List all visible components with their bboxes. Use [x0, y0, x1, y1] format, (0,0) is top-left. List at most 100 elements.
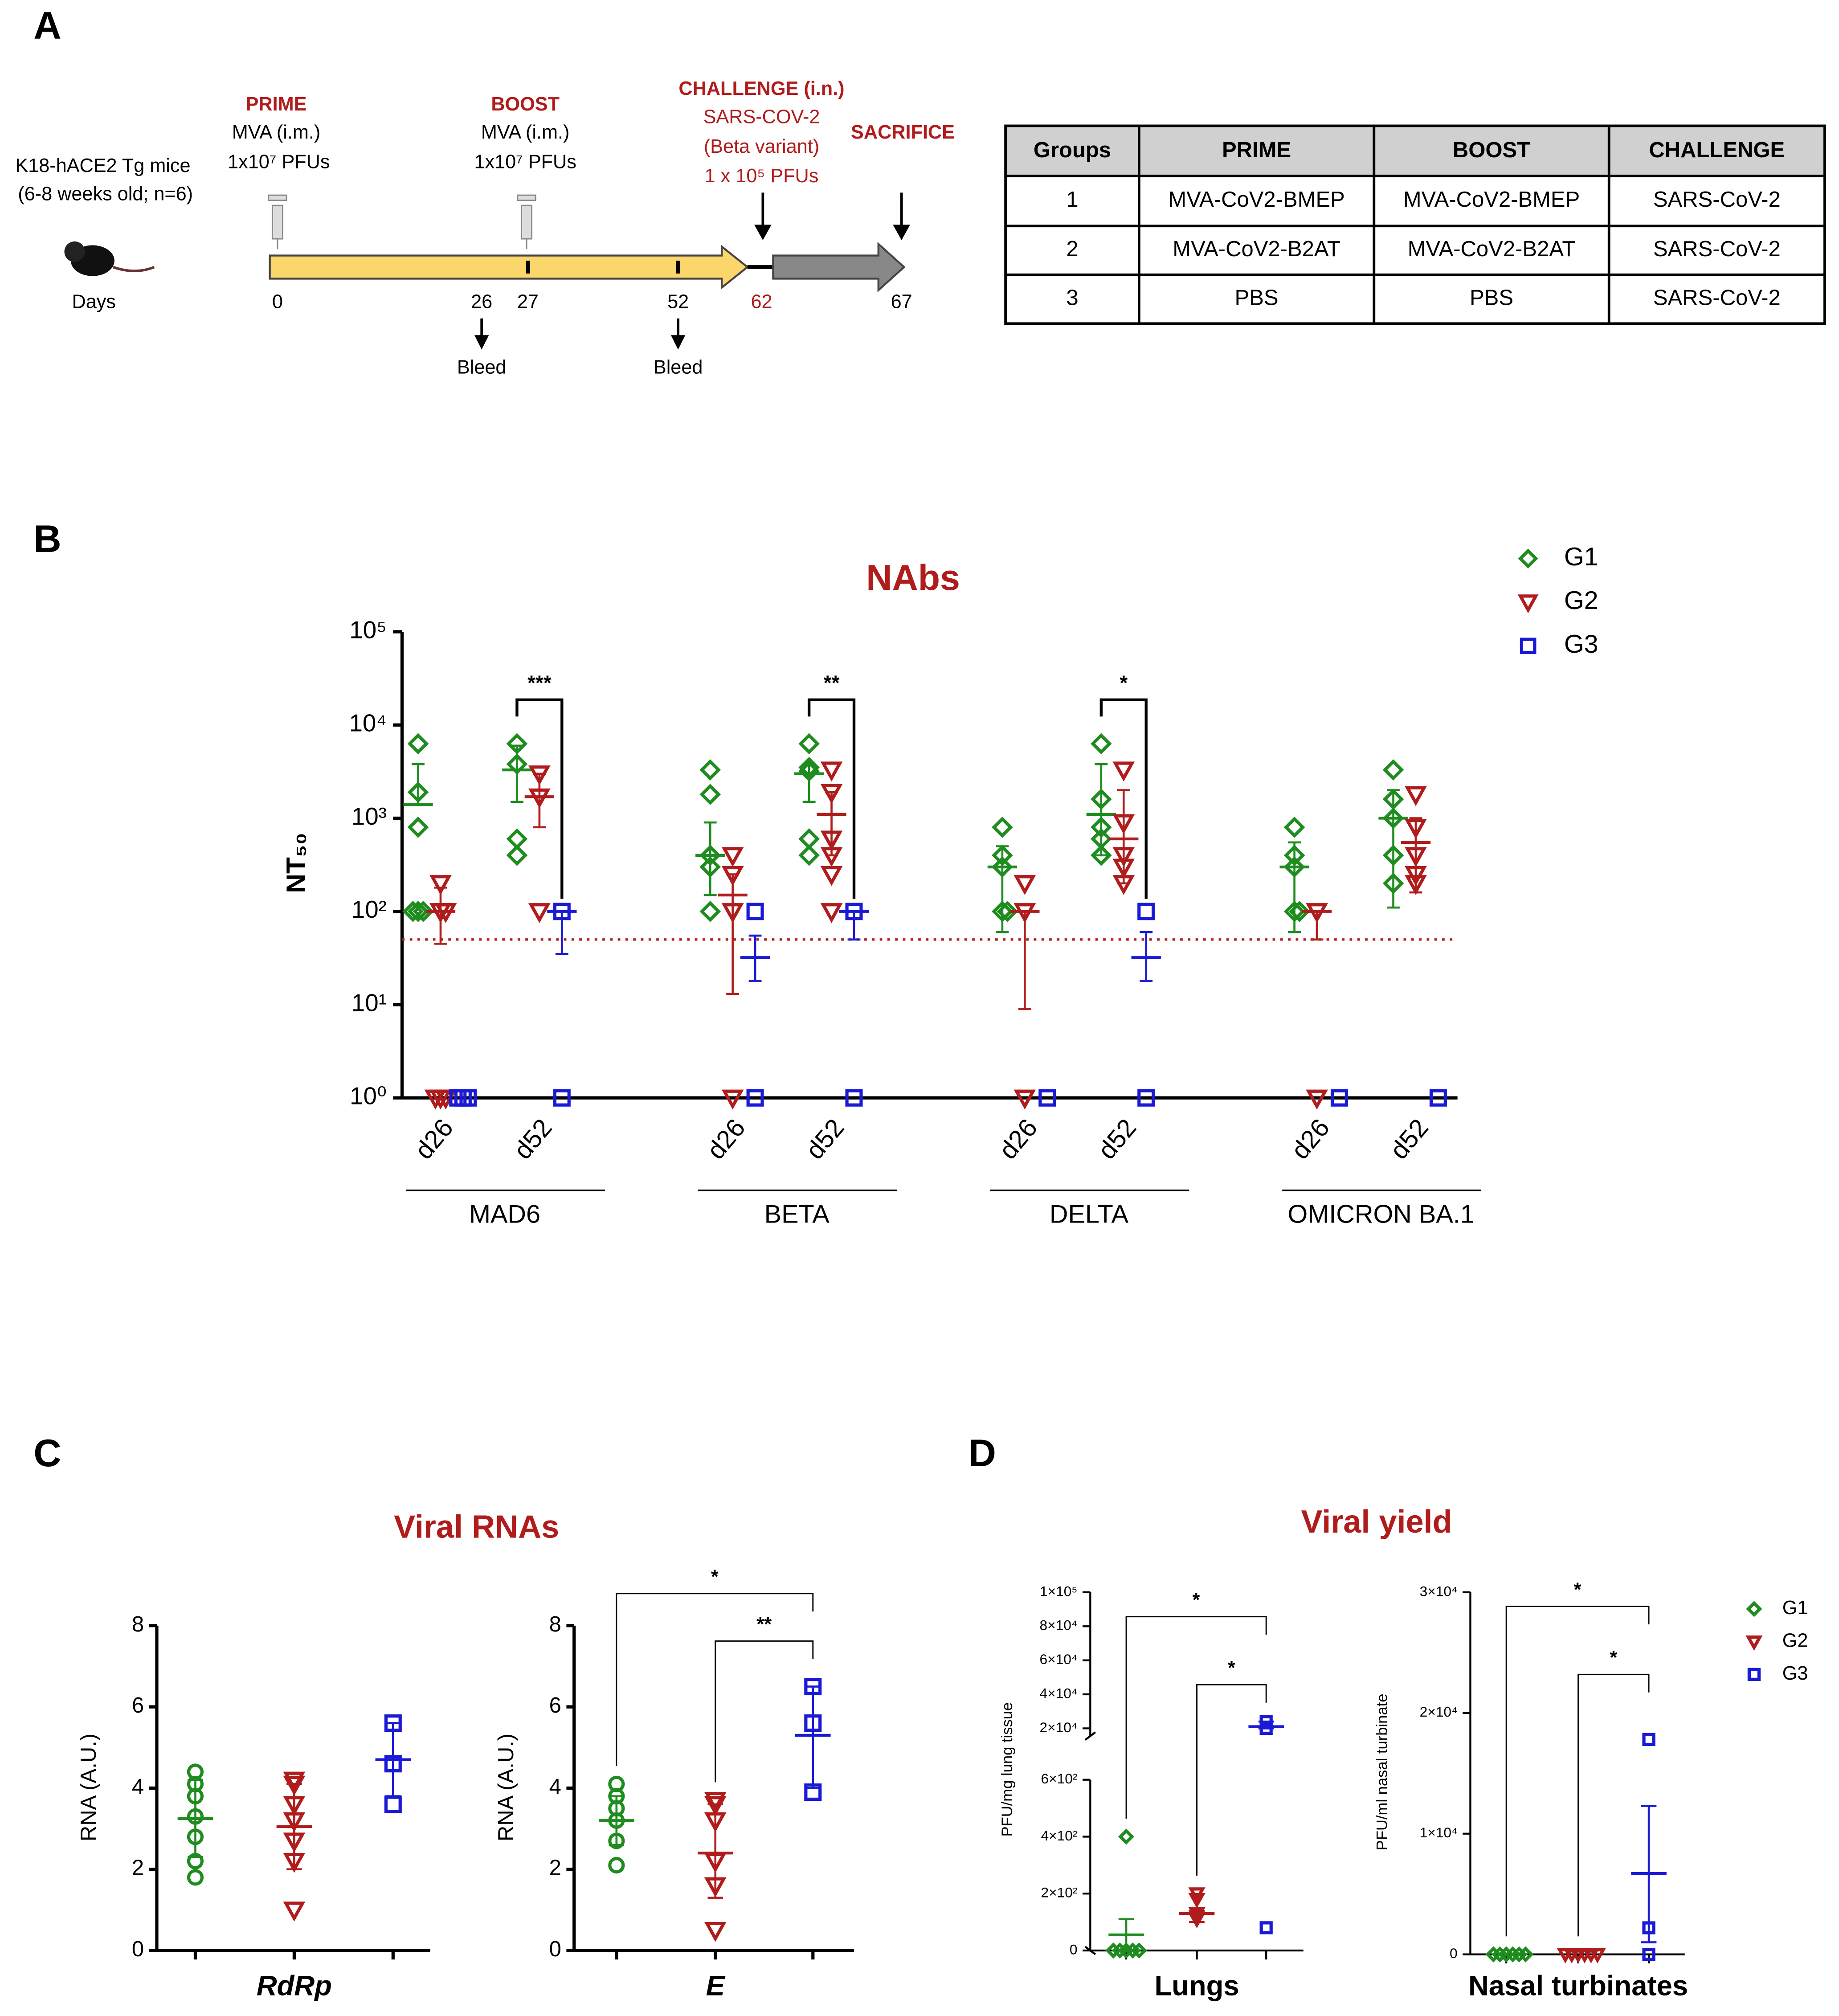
- sacrifice-title: SACRIFICE: [851, 122, 955, 143]
- y-tick-label: 6×10²: [1041, 1771, 1078, 1787]
- point: [1517, 1946, 1534, 1963]
- axis-break: [1084, 1731, 1096, 1741]
- group-label: DELTA: [1050, 1200, 1129, 1229]
- point: [699, 900, 721, 922]
- table-cell: 3: [1066, 286, 1078, 310]
- point: [1589, 1948, 1606, 1964]
- panel-label: C: [33, 1432, 61, 1475]
- point: [721, 1089, 744, 1110]
- point: [283, 1771, 306, 1792]
- point: [429, 875, 452, 895]
- y-tick-label: 4: [549, 1775, 561, 1799]
- point: [1642, 1733, 1655, 1746]
- y-tick-label: 2×10⁴: [1420, 1704, 1458, 1720]
- point: [1745, 1635, 1763, 1651]
- significance-label: *: [1120, 671, 1128, 694]
- point: [1485, 1946, 1502, 1963]
- point: [820, 761, 843, 782]
- significance-label: *: [1574, 1579, 1582, 1600]
- table-cell: MVA-CoV2-B2AT: [1408, 237, 1576, 261]
- point: [407, 816, 429, 838]
- legend-label: G1: [1782, 1597, 1808, 1619]
- timeline-arrow: [269, 244, 749, 290]
- day-label: 52: [667, 291, 689, 313]
- point: [283, 1902, 306, 1922]
- panel-label: B: [33, 518, 61, 560]
- x-axis-label: Lungs: [1154, 1970, 1239, 2001]
- y-tick-label: 8: [132, 1612, 144, 1636]
- syringe-icon: [268, 194, 536, 249]
- y-tick-label: 4×10²: [1041, 1828, 1078, 1844]
- legend-label: G1: [1564, 543, 1598, 571]
- point: [1137, 1089, 1155, 1107]
- point: [1747, 1668, 1761, 1681]
- x-tick-label: d26: [993, 1114, 1043, 1165]
- point: [1382, 759, 1404, 781]
- point: [449, 1089, 467, 1107]
- significance-label: **: [756, 1614, 772, 1635]
- x-axis-label: RdRp: [257, 1970, 332, 2001]
- y-axis-label: PFU/ml nasal turbinate: [1374, 1694, 1391, 1851]
- y-tick-label: 10¹: [351, 989, 387, 1016]
- point: [1013, 875, 1036, 895]
- x-tick-label: d26: [702, 1114, 751, 1165]
- y-axis-label: RNA (A.U.): [77, 1734, 101, 1841]
- y-tick-label: 2: [549, 1856, 561, 1880]
- bleed-label: Bleed: [457, 357, 507, 378]
- mouse-icon: [64, 241, 155, 276]
- y-axis-label: NT₅₀: [281, 833, 311, 893]
- mouse-text: (6-8 weeks old; n=6): [18, 184, 193, 205]
- x-tick-label: d26: [409, 1114, 459, 1165]
- prime-text: MVA (i.m.): [232, 122, 320, 143]
- point: [402, 900, 424, 922]
- point: [187, 1869, 204, 1886]
- table-cell: PBS: [1470, 286, 1513, 310]
- arrows: [474, 192, 910, 350]
- table-cell: SARS-CoV-2: [1653, 188, 1781, 212]
- point: [820, 903, 843, 923]
- y-tick-label: 1×10⁵: [1040, 1583, 1078, 1599]
- point: [1118, 1828, 1135, 1845]
- significance-bracket: [1196, 1684, 1267, 1876]
- significance-label: *: [1228, 1657, 1235, 1679]
- day-label: 27: [517, 291, 539, 313]
- y-tick-label: 1×10⁴: [1420, 1824, 1458, 1840]
- y-tick-label: 0: [132, 1937, 144, 1961]
- table-header: PRIME: [1222, 138, 1291, 162]
- point: [1137, 903, 1155, 920]
- panel-title: Viral RNAs: [394, 1509, 559, 1545]
- y-tick-label: 10⁰: [350, 1082, 387, 1110]
- point: [1038, 1089, 1056, 1107]
- y-tick-label: 2×10²: [1041, 1885, 1078, 1901]
- significance-bracket: [1099, 698, 1148, 899]
- point: [1306, 1089, 1328, 1110]
- point: [1557, 1948, 1574, 1964]
- point: [506, 844, 528, 866]
- point: [424, 1089, 447, 1110]
- legend-label: G2: [1782, 1630, 1808, 1651]
- significance-bracket: [1577, 1673, 1650, 1937]
- point: [1429, 1089, 1447, 1107]
- point: [528, 903, 551, 923]
- table-cell: 1: [1066, 188, 1078, 212]
- significance-bracket: [715, 1640, 814, 1783]
- y-tick-label: 10³: [351, 802, 387, 830]
- group-label: BETA: [764, 1200, 830, 1229]
- table-header: CHALLENGE: [1649, 138, 1785, 162]
- days-label: Days: [72, 291, 116, 313]
- significance-label: ***: [527, 671, 552, 694]
- point: [1746, 1601, 1762, 1617]
- point: [1405, 786, 1427, 806]
- point: [992, 816, 1013, 838]
- point: [1188, 1893, 1206, 1909]
- significance-label: *: [1193, 1589, 1200, 1611]
- point: [1517, 594, 1539, 613]
- y-tick-label: 8: [549, 1612, 561, 1636]
- table-header: BOOST: [1453, 138, 1530, 162]
- point: [798, 733, 820, 755]
- table-cell: SARS-CoV-2: [1653, 237, 1781, 261]
- point: [820, 866, 843, 886]
- point: [553, 1089, 571, 1107]
- challenge-text: (Beta variant): [704, 136, 819, 157]
- legend-label: G3: [1564, 630, 1598, 658]
